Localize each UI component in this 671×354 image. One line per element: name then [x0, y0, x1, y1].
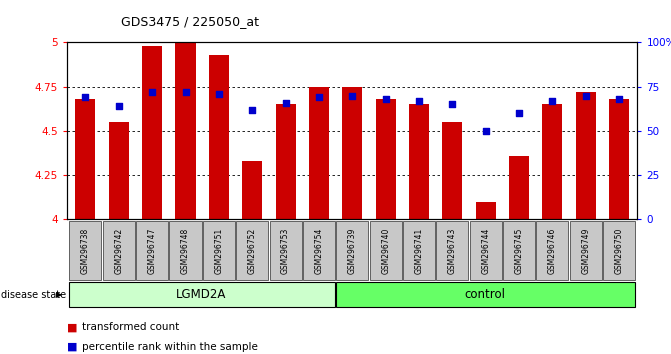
- Bar: [342, 87, 362, 219]
- Text: GSM296740: GSM296740: [381, 227, 390, 274]
- Point: [614, 96, 625, 102]
- Text: ■: ■: [67, 342, 78, 352]
- FancyBboxPatch shape: [68, 282, 335, 307]
- Point: [447, 102, 458, 107]
- Text: ▶: ▶: [56, 290, 62, 299]
- Text: GSM296749: GSM296749: [581, 227, 590, 274]
- FancyBboxPatch shape: [570, 221, 602, 280]
- Text: GSM296743: GSM296743: [448, 227, 457, 274]
- Point: [347, 93, 358, 98]
- Bar: [476, 202, 496, 219]
- FancyBboxPatch shape: [303, 221, 335, 280]
- FancyBboxPatch shape: [536, 221, 568, 280]
- FancyBboxPatch shape: [336, 282, 635, 307]
- Text: control: control: [464, 288, 505, 301]
- Point: [113, 103, 124, 109]
- Text: GSM296751: GSM296751: [214, 227, 223, 274]
- Point: [180, 89, 191, 95]
- Point: [280, 100, 291, 105]
- Bar: [276, 104, 295, 219]
- Text: ■: ■: [67, 322, 78, 332]
- Point: [313, 95, 324, 100]
- Text: GSM296739: GSM296739: [348, 227, 357, 274]
- Text: percentile rank within the sample: percentile rank within the sample: [82, 342, 258, 352]
- Bar: [309, 87, 329, 219]
- FancyBboxPatch shape: [503, 221, 535, 280]
- Text: disease state: disease state: [1, 290, 66, 300]
- Bar: [609, 99, 629, 219]
- Text: GSM296747: GSM296747: [148, 227, 156, 274]
- Point: [547, 98, 558, 104]
- Text: GSM296753: GSM296753: [281, 227, 290, 274]
- Text: LGMD2A: LGMD2A: [176, 288, 227, 301]
- Bar: [442, 122, 462, 219]
- Text: GSM296752: GSM296752: [248, 227, 257, 274]
- Point: [213, 91, 224, 97]
- FancyBboxPatch shape: [270, 221, 301, 280]
- Bar: [409, 104, 429, 219]
- Text: GSM296744: GSM296744: [481, 227, 491, 274]
- Point: [514, 110, 525, 116]
- Bar: [109, 122, 129, 219]
- FancyBboxPatch shape: [603, 221, 635, 280]
- Text: GSM296754: GSM296754: [315, 227, 323, 274]
- Text: GSM296741: GSM296741: [415, 227, 423, 274]
- Bar: [376, 99, 396, 219]
- FancyBboxPatch shape: [203, 221, 235, 280]
- FancyBboxPatch shape: [403, 221, 435, 280]
- Bar: [75, 99, 95, 219]
- Bar: [509, 156, 529, 219]
- Point: [580, 93, 591, 98]
- Text: GSM296745: GSM296745: [515, 227, 523, 274]
- FancyBboxPatch shape: [436, 221, 468, 280]
- Point: [80, 95, 91, 100]
- FancyBboxPatch shape: [470, 221, 502, 280]
- FancyBboxPatch shape: [69, 221, 101, 280]
- Text: transformed count: transformed count: [82, 322, 179, 332]
- FancyBboxPatch shape: [103, 221, 135, 280]
- Text: GSM296750: GSM296750: [615, 227, 623, 274]
- FancyBboxPatch shape: [170, 221, 201, 280]
- FancyBboxPatch shape: [136, 221, 168, 280]
- FancyBboxPatch shape: [236, 221, 268, 280]
- Bar: [176, 42, 195, 219]
- Point: [147, 89, 158, 95]
- Bar: [576, 92, 596, 219]
- Point: [413, 98, 424, 104]
- Bar: [242, 161, 262, 219]
- Bar: [209, 55, 229, 219]
- Point: [380, 96, 391, 102]
- Point: [480, 128, 491, 134]
- Text: GSM296742: GSM296742: [114, 227, 123, 274]
- Bar: [542, 104, 562, 219]
- Bar: [142, 46, 162, 219]
- Text: GSM296738: GSM296738: [81, 227, 90, 274]
- Text: GDS3475 / 225050_at: GDS3475 / 225050_at: [121, 15, 259, 28]
- Text: GSM296748: GSM296748: [181, 227, 190, 274]
- Text: GSM296746: GSM296746: [548, 227, 557, 274]
- FancyBboxPatch shape: [370, 221, 402, 280]
- FancyBboxPatch shape: [336, 221, 368, 280]
- Point: [247, 107, 258, 113]
